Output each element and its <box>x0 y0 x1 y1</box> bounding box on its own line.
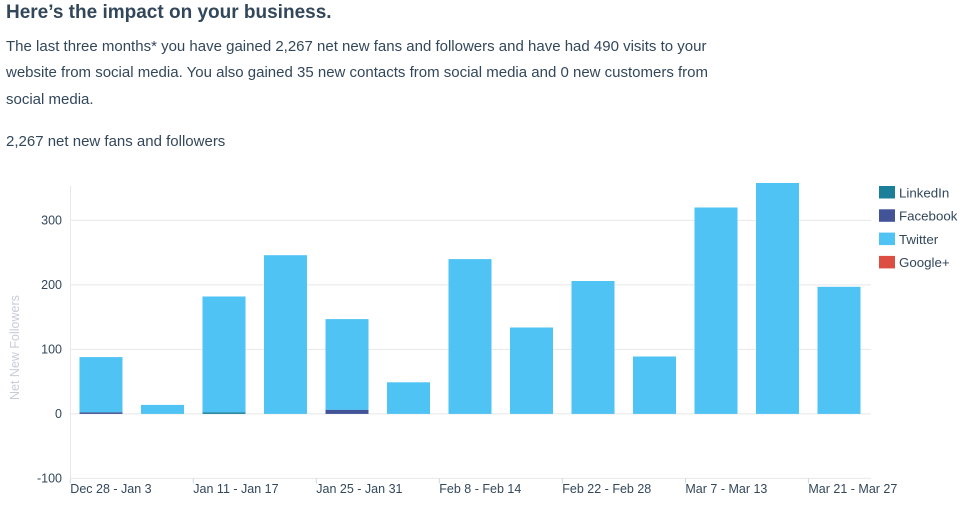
svg-text:Mar 7 - Mar 13: Mar 7 - Mar 13 <box>685 482 767 496</box>
svg-text:Feb 22 - Feb 28: Feb 22 - Feb 28 <box>562 482 651 496</box>
svg-text:Google+: Google+ <box>899 255 950 270</box>
svg-text:Twitter: Twitter <box>899 232 939 247</box>
svg-text:Facebook: Facebook <box>899 209 958 224</box>
svg-text:200: 200 <box>41 278 62 292</box>
svg-text:Feb 8 - Feb 14: Feb 8 - Feb 14 <box>439 482 521 496</box>
svg-text:Jan 11 - Jan 17: Jan 11 - Jan 17 <box>193 482 278 496</box>
svg-text:0: 0 <box>55 407 62 421</box>
svg-text:LinkedIn: LinkedIn <box>899 185 949 200</box>
svg-text:Dec 28 - Jan 3: Dec 28 - Jan 3 <box>70 482 151 496</box>
svg-text:300: 300 <box>41 213 62 227</box>
svg-text:-100: -100 <box>37 471 62 485</box>
svg-text:Mar 21 - Mar 27: Mar 21 - Mar 27 <box>808 482 897 496</box>
svg-text:100: 100 <box>41 342 62 356</box>
svg-text:Jan 25 - Jan 31: Jan 25 - Jan 31 <box>316 482 402 496</box>
